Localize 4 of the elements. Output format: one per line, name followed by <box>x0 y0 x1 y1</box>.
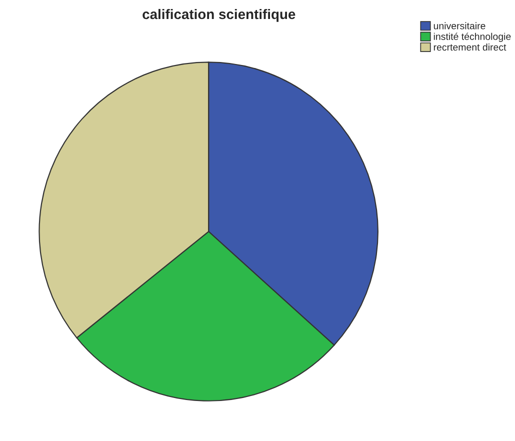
legend-label: instité téchnologie <box>434 32 511 42</box>
chart-title: calification scientifique <box>142 8 296 22</box>
legend-label: universitaire <box>434 22 486 30</box>
legend-label: recrtement direct <box>434 44 506 51</box>
